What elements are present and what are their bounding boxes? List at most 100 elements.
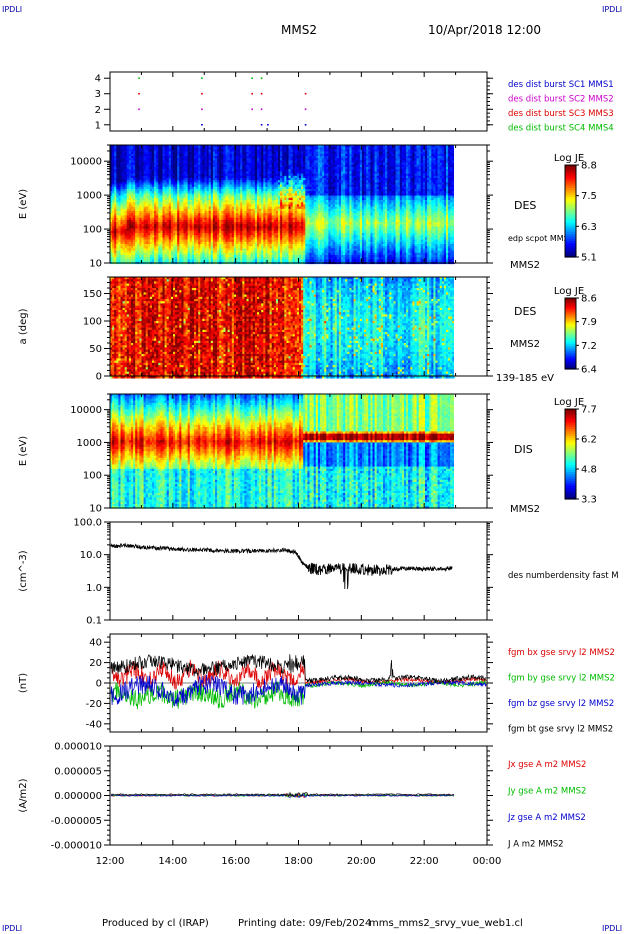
dis-energy-colorbar-cell: [565, 440, 576, 444]
fgm-line: [110, 674, 487, 707]
des-pitch-colorbar-cell: [565, 360, 576, 363]
des-energy-colorbar-cell: [565, 167, 576, 171]
current-legend-entry: J A m2 MMS2: [507, 840, 564, 850]
dis-energy-colorbar-cell: [565, 487, 576, 491]
des-pitch-colorbar-cell: [565, 313, 576, 317]
y-tick-label: 0: [96, 372, 102, 383]
burst-marker: [304, 92, 307, 95]
x-tick-label: 16:00: [221, 856, 250, 867]
des-pitch-colorbar-cell: [565, 331, 576, 335]
corner-label-bottom-left: IPDLI: [2, 924, 22, 933]
des-energy-colorbar-cell: [565, 176, 576, 180]
des-energy-colorbar-cell: [565, 174, 576, 178]
burst-panel-frame: [109, 71, 488, 132]
des-energy-colorbar-cell: [565, 204, 576, 207]
y-tick-label: 0.1: [86, 616, 102, 627]
des-pitch-colorbar-cell: [565, 345, 576, 349]
y-tick-label: 20: [89, 658, 102, 669]
des-pitch-colorbar-cell: [565, 353, 576, 356]
des-pitch-colorbar-cell: [565, 305, 576, 308]
des-energy-right-label: DES: [514, 199, 536, 212]
x-tick-label: 12:00: [96, 856, 125, 867]
dis-energy-right-label: DIS: [514, 443, 533, 456]
des-pitch-colorbar-cell: [565, 358, 576, 361]
footer-produced-by: Produced by cl (IRAP): [102, 918, 209, 929]
burst-marker: [304, 108, 307, 111]
des-pitch-colorbar-cell: [565, 361, 576, 365]
fgm-legend-entry: fgm bx gse srvy l2 MMS2: [508, 648, 615, 658]
des-energy-colorbar-cell: [565, 165, 576, 168]
des-pitch-colorbar-cell: [565, 367, 576, 370]
y-tick-label: 1: [95, 120, 101, 131]
dis-energy-colorbar-cell: [565, 431, 576, 435]
y-tick-label: 100: [83, 225, 102, 236]
des-energy-colorbar-cell: [565, 181, 576, 184]
burst-marker: [267, 123, 269, 126]
burst-legend-entry: des dist burst SC3 MMS3: [508, 109, 614, 119]
des-pitch-colorbar-frame: [564, 297, 577, 370]
des-energy-colorbar-cell: [565, 190, 576, 194]
dis-energy-colorbar-tick-label: 7.7: [581, 405, 597, 416]
burst-marker: [304, 123, 307, 126]
y-tick-label: 10000: [70, 405, 102, 416]
burst-marker: [260, 77, 263, 80]
des-pitch-colorbar-tick-label: 6.4: [581, 365, 597, 376]
burst-marker: [260, 92, 263, 95]
des-pitch-colorbar-tick-label: 7.2: [581, 341, 597, 352]
des-energy-colorbar-cell: [565, 213, 576, 217]
spacecraft-title: MMS2: [281, 23, 317, 37]
des-energy-colorbar-tick-label: 5.1: [581, 253, 597, 264]
x-tick-label: 22:00: [410, 856, 439, 867]
dis-energy-colorbar-cell: [565, 445, 576, 448]
density-legend-entry: des numberdensity fast M: [508, 571, 619, 581]
y-tick-label: 0: [96, 679, 102, 690]
des-energy-colorbar-cell: [565, 199, 576, 203]
dis-energy-colorbar-cell: [565, 433, 576, 437]
des-energy-colorbar-cell: [565, 197, 576, 201]
dis-energy-colorbar-cell: [565, 458, 576, 462]
des-pitch-colorbar-cell: [565, 328, 576, 331]
dis-energy-colorbar-frame: [564, 408, 577, 500]
dis-energy-colorbar-cell: [565, 465, 576, 469]
footer-filename: mms_mms2_srvy_vue_web1.cl: [369, 918, 523, 929]
dis-energy-colorbar-cell: [565, 490, 576, 493]
des-energy-colorbar-cell: [565, 215, 576, 219]
des-pitch-colorbar-cell: [565, 306, 576, 310]
des-pitch-colorbar-cell: [565, 335, 576, 338]
des-energy-colorbar-cell: [565, 224, 576, 228]
burst-marker: [201, 108, 203, 111]
des-energy-colorbar-cell: [565, 243, 576, 247]
dis-energy-colorbar-cell: [565, 447, 576, 451]
y-tick-label: -0.000010: [51, 841, 102, 852]
fgm-ylabel: (nT): [18, 673, 29, 693]
des-energy-colorbar-cell: [565, 194, 576, 198]
dis-energy-colorbar-cell: [565, 485, 576, 489]
des-energy-colorbar-cell: [565, 234, 576, 237]
des-energy-colorbar-cell: [565, 220, 576, 224]
burst-marker: [138, 77, 140, 80]
des-energy-colorbar-cell: [565, 178, 576, 182]
des-pitch-colorbar-cell: [565, 329, 576, 333]
des-pitch-colorbar-cell: [565, 299, 576, 303]
burst-marker: [138, 92, 140, 95]
y-tick-label: 0.000000: [54, 791, 102, 802]
dis-energy-colorbar-cell: [565, 494, 576, 498]
current-legend-entry: Jz gse A m2 MMS2: [507, 813, 586, 823]
y-tick-label: 100: [83, 471, 102, 482]
dis-energy-colorbar-cell: [565, 478, 576, 482]
des-energy-colorbar-cell: [565, 183, 576, 187]
des-energy-colorbar-cell: [565, 185, 576, 189]
des-energy-colorbar-cell: [565, 206, 576, 210]
des-pitch-colorbar-cell: [565, 315, 576, 319]
des-energy-colorbar-cell: [565, 229, 576, 233]
des-pitch-colorbar-cell: [565, 338, 576, 342]
des-energy-scpot-label: edp scpot MMS2: [508, 234, 574, 243]
dis-energy-colorbar-cell: [565, 474, 576, 478]
des-energy-colorbar-cell: [565, 211, 576, 214]
des-energy-colorbar-frame: [564, 164, 577, 258]
des-pitch-colorbar-cell: [565, 298, 576, 301]
des-energy-ylabel: E (eV): [18, 189, 29, 219]
y-tick-label: 0.000005: [54, 766, 102, 777]
des-pitch-colorbar-cell: [565, 354, 576, 358]
current-ylabel: (A/m2): [18, 778, 29, 812]
